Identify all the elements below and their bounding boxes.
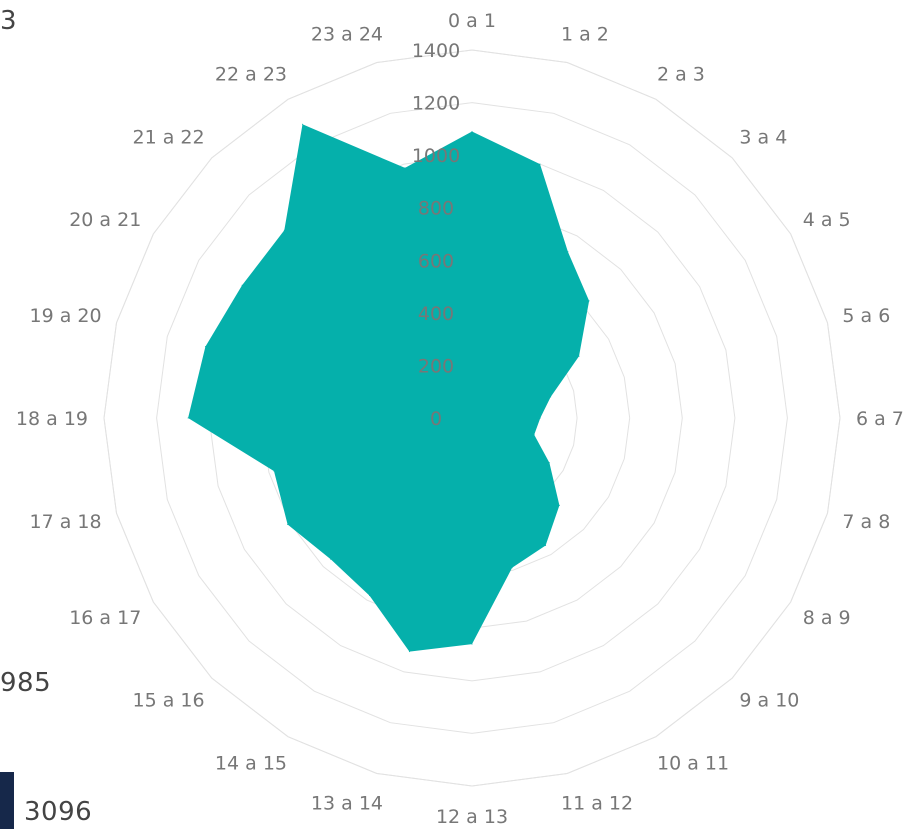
category-label-7: 7 a 8: [842, 511, 890, 533]
category-label-23: 23 a 24: [311, 24, 383, 46]
radial-tick-label-200: 200: [418, 355, 454, 377]
radial-tick-label-1200: 1200: [412, 93, 460, 115]
data-point-9: [558, 504, 560, 506]
legend-swatch: [0, 772, 14, 829]
radial-tick-label-800: 800: [418, 198, 454, 220]
category-label-17: 17 a 18: [30, 511, 102, 533]
data-point-6: [539, 417, 541, 419]
category-label-3: 3 a 4: [739, 127, 787, 149]
category-label-10: 10 a 11: [657, 753, 729, 775]
data-point-13: [408, 651, 410, 653]
radial-tick-label-0: 0: [430, 408, 442, 430]
data-point-17: [273, 470, 275, 472]
data-point-0: [471, 131, 473, 132]
radial-tick-label-1400: 1400: [412, 40, 460, 62]
data-point-5: [550, 396, 552, 398]
radial-tick-label-600: 600: [418, 250, 454, 272]
data-point-3: [588, 300, 590, 302]
category-label-2: 2 a 3: [657, 63, 705, 85]
grid-ring-outer: [103, 49, 841, 787]
category-label-4: 4 a 5: [803, 209, 851, 231]
category-label-12: 12 a 13: [436, 806, 508, 828]
data-point-22: [302, 123, 303, 125]
data-point-11: [511, 567, 513, 569]
data-point-18: [187, 417, 189, 419]
category-label-14: 14 a 15: [215, 753, 287, 775]
data-point-4: [578, 355, 580, 357]
category-label-15: 15 a 16: [133, 689, 205, 711]
category-label-0: 0 a 1: [448, 10, 496, 32]
category-label-5: 5 a 6: [842, 305, 890, 327]
data-point-14: [369, 595, 370, 597]
data-point-2: [567, 251, 569, 253]
data-point-7: [533, 434, 535, 436]
data-point-10: [545, 545, 547, 546]
radial-tick-label-1000: 1000: [412, 145, 460, 167]
data-point-23: [404, 167, 406, 169]
data-point-20: [241, 284, 243, 286]
category-label-19: 19 a 20: [30, 305, 102, 327]
category-label-13: 13 a 14: [311, 792, 383, 814]
category-label-22: 22 a 23: [215, 63, 287, 85]
data-point-1: [539, 163, 541, 165]
category-label-6: 6 a 7: [856, 408, 904, 430]
category-label-1: 1 a 2: [561, 24, 609, 46]
radial-tick-label-400: 400: [418, 303, 454, 325]
category-label-21: 21 a 22: [133, 127, 205, 149]
data-point-15: [330, 558, 332, 560]
data-point-19: [204, 346, 206, 348]
cut-off-value-bottom: 3096: [24, 797, 93, 827]
data-point-8: [548, 462, 550, 464]
category-label-18: 18 a 19: [16, 408, 88, 430]
category-label-8: 8 a 9: [803, 607, 851, 629]
data-area: [188, 124, 590, 652]
cut-off-value-middle: 985: [0, 668, 52, 698]
data-point-21: [283, 229, 285, 231]
data-point-12: [471, 643, 473, 645]
cut-off-value-top: 3: [0, 6, 18, 36]
data-point-16: [287, 524, 289, 525]
grid-ring-1200: [156, 102, 788, 734]
category-label-9: 9 a 10: [739, 689, 799, 711]
category-label-20: 20 a 21: [69, 209, 141, 231]
category-label-16: 16 a 17: [69, 607, 141, 629]
category-label-11: 11 a 12: [561, 792, 633, 814]
